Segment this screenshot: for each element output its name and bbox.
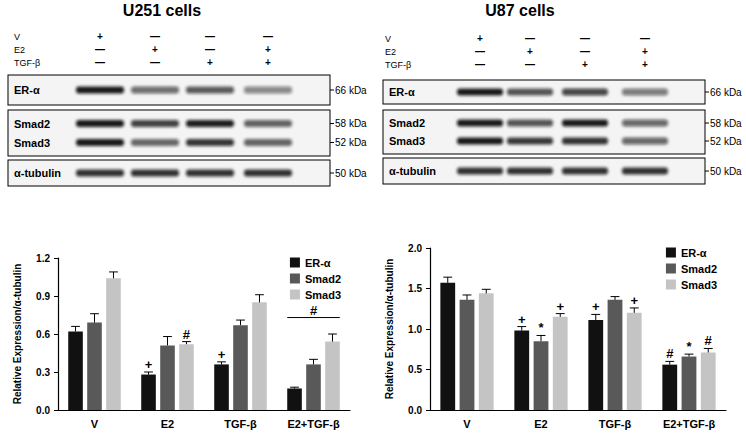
svg-text:V: V [385, 34, 391, 44]
svg-text:α-tubulin: α-tubulin [389, 165, 436, 177]
svg-text:Smad3: Smad3 [14, 137, 50, 149]
svg-text:TGF-β: TGF-β [14, 58, 40, 68]
svg-text:E2: E2 [14, 45, 25, 55]
svg-text:V: V [463, 418, 471, 430]
svg-text:52 kDa: 52 kDa [710, 136, 742, 147]
svg-text:+: + [207, 57, 213, 68]
svg-text:+: + [556, 299, 564, 314]
svg-text:E2+TGF-β: E2+TGF-β [287, 418, 340, 430]
svg-text:E2: E2 [534, 418, 547, 430]
svg-text:0.5: 0.5 [408, 364, 422, 375]
svg-text:50 kDa: 50 kDa [335, 168, 367, 179]
svg-text:Smad2: Smad2 [681, 263, 717, 275]
svg-text:—: — [263, 31, 273, 42]
svg-text:50 kDa: 50 kDa [710, 166, 742, 177]
svg-text:+: + [477, 33, 483, 44]
svg-text:0.0: 0.0 [408, 405, 422, 416]
svg-text:U251 cells: U251 cells [123, 2, 201, 19]
svg-text:58 kDa: 58 kDa [710, 118, 742, 129]
svg-text:+: + [518, 312, 526, 327]
svg-text:+: + [218, 347, 226, 362]
svg-text:#: # [705, 333, 713, 348]
svg-text:TGF-β: TGF-β [385, 60, 411, 70]
svg-text:#: # [183, 327, 191, 342]
svg-text:—: — [475, 46, 485, 57]
svg-text:—: — [525, 33, 535, 44]
svg-text:Smad3: Smad3 [305, 289, 341, 301]
svg-text:—: — [525, 59, 535, 70]
svg-text:0.0: 0.0 [36, 405, 50, 416]
svg-text:+: + [145, 357, 153, 372]
svg-text:66 kDa: 66 kDa [335, 85, 367, 96]
svg-text:0.3: 0.3 [36, 367, 50, 378]
svg-text:+: + [642, 59, 648, 70]
svg-text:58 kDa: 58 kDa [335, 118, 367, 129]
svg-text:+: + [642, 46, 648, 57]
svg-text:E2: E2 [385, 47, 396, 57]
svg-text:1.0: 1.0 [408, 324, 422, 335]
svg-text:—: — [95, 44, 105, 55]
svg-text:+: + [97, 31, 103, 42]
svg-text:—: — [150, 31, 160, 42]
svg-text:ER-α: ER-α [681, 247, 707, 259]
svg-text:α-tubulin: α-tubulin [14, 167, 61, 179]
svg-text:+: + [630, 293, 638, 308]
svg-text:—: — [205, 44, 215, 55]
svg-text:52 kDa: 52 kDa [335, 137, 367, 148]
svg-text:Smad3: Smad3 [681, 279, 717, 291]
svg-text:TGF-β: TGF-β [599, 418, 632, 430]
svg-text:E2: E2 [161, 418, 174, 430]
svg-text:Relative Expression/α-tubulin: Relative Expression/α-tubulin [384, 259, 395, 400]
svg-text:+: + [265, 57, 271, 68]
svg-text:ER-α: ER-α [305, 257, 331, 269]
svg-text:Smad2: Smad2 [14, 118, 50, 130]
svg-text:0.6: 0.6 [36, 329, 50, 340]
svg-text:+: + [592, 299, 600, 314]
svg-text:—: — [640, 33, 650, 44]
svg-text:1.2: 1.2 [36, 253, 50, 264]
svg-text:ER-α: ER-α [389, 86, 415, 98]
svg-text:—: — [95, 57, 105, 68]
svg-text:ER-α: ER-α [14, 84, 40, 96]
svg-text:—: — [580, 33, 590, 44]
svg-text:—: — [580, 46, 590, 57]
svg-text:V: V [14, 32, 20, 42]
svg-text:Smad3: Smad3 [389, 135, 425, 147]
svg-text:E2+TGF-β: E2+TGF-β [663, 418, 716, 430]
svg-text:*: * [538, 320, 544, 335]
svg-text:Relative Expression/α-tubulin: Relative Expression/α-tubulin [12, 264, 23, 405]
svg-text:66 kDa: 66 kDa [710, 87, 742, 98]
svg-text:2.0: 2.0 [408, 243, 422, 254]
svg-text:—: — [475, 59, 485, 70]
svg-text:+: + [582, 59, 588, 70]
svg-text:Smad2: Smad2 [389, 117, 425, 129]
svg-text:#: # [310, 303, 318, 318]
svg-text:V: V [91, 418, 99, 430]
svg-text:—: — [205, 31, 215, 42]
svg-text:#: # [666, 346, 674, 361]
svg-text:+: + [265, 44, 271, 55]
svg-text:1.5: 1.5 [408, 283, 422, 294]
svg-text:*: * [686, 339, 692, 354]
svg-text:0.9: 0.9 [36, 291, 50, 302]
svg-text:TGF-β: TGF-β [224, 418, 257, 430]
svg-text:+: + [152, 44, 158, 55]
svg-text:+: + [527, 46, 533, 57]
svg-text:Smad2: Smad2 [305, 273, 341, 285]
svg-text:—: — [150, 57, 160, 68]
svg-text:U87 cells: U87 cells [485, 2, 554, 19]
